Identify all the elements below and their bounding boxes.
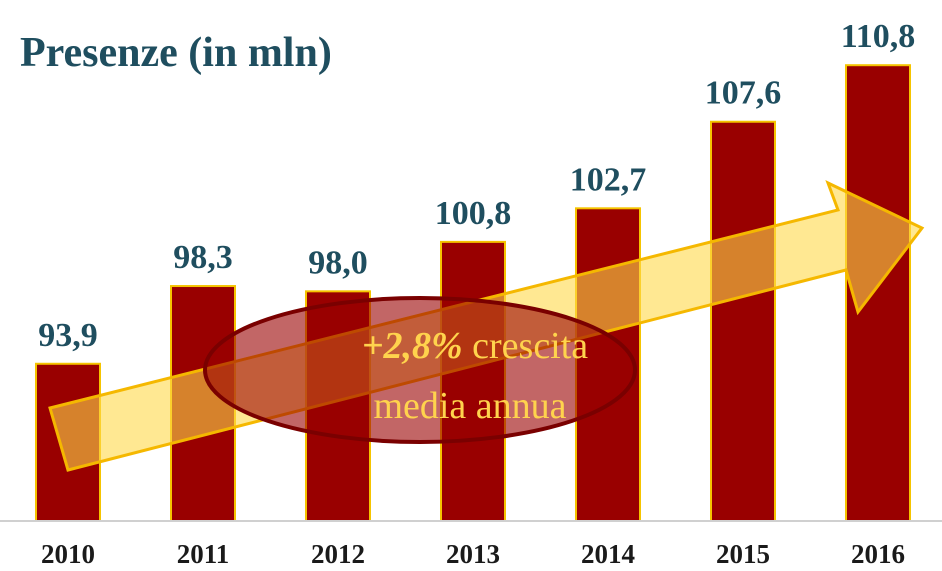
x-tick-label: 2012: [311, 539, 365, 569]
bars: [35, 64, 911, 523]
value-label: 102,7: [570, 161, 647, 198]
value-label: 98,0: [308, 244, 368, 281]
annotation-line1: +2,8% crescita: [362, 325, 588, 367]
value-label: 107,6: [705, 75, 782, 112]
annotation-ellipse: [203, 296, 637, 444]
bar: [845, 64, 911, 522]
x-tick-label: 2015: [716, 539, 770, 569]
x-tick-label: 2014: [581, 539, 635, 569]
bar: [710, 120, 776, 522]
annotation-text: crescita: [472, 325, 588, 367]
value-label: 98,3: [173, 239, 233, 276]
chart-title: Presenze (in mln): [20, 30, 332, 76]
value-label: 100,8: [435, 195, 512, 232]
x-tick-label: 2011: [177, 539, 230, 569]
x-tick-label: 2010: [41, 539, 95, 569]
annotation-highlight: +2,8%: [362, 325, 463, 367]
value-label: 110,8: [841, 18, 916, 55]
value-label: 93,9: [38, 317, 98, 354]
annotation-line2: media annua: [373, 385, 566, 427]
x-tick-label: 2013: [446, 539, 500, 569]
x-tick-label: 2016: [851, 539, 905, 569]
